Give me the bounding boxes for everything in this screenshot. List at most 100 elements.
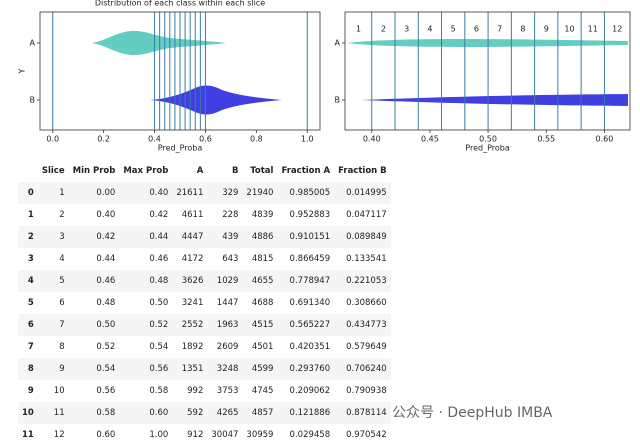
table-cell: 0.221053 [346, 276, 387, 286]
watermark: 公众号 · DeepHub IMBA [392, 405, 553, 421]
slice-label: 7 [497, 25, 502, 34]
table-row: 1 2 0.40 0.42 4611 228 4839 0.952883 0.047117 [18, 204, 391, 226]
column-header: Total [250, 166, 274, 176]
x-tick-label: 0.50 [479, 135, 497, 144]
table-cell: 0.52 [96, 342, 116, 352]
table-cell: 0.58 [96, 408, 116, 418]
table-cell: 1892 [181, 342, 204, 352]
table-cell: 21940 [246, 188, 274, 198]
table-cell: 4599 [251, 364, 274, 374]
column-header: B [231, 166, 239, 176]
table-cell: 1029 [216, 276, 239, 286]
table-cell: 4 [59, 254, 65, 264]
table-row: 10 11 0.58 0.60 592 4265 4857 0.121886 0.878114 [18, 402, 391, 424]
table-cell: 0.50 [96, 320, 116, 330]
x-tick-label: 1.0 [301, 135, 314, 144]
table-cell: 0.44 [96, 254, 116, 264]
table-cell: 0.047117 [346, 210, 387, 220]
table-cell: 4172 [181, 254, 204, 264]
column-header: Min Prob [72, 166, 116, 176]
x-tick-label: 0.60 [596, 135, 614, 144]
table-cell: 30959 [246, 430, 274, 440]
table-row: 7 8 0.52 0.54 1892 2609 4501 0.420351 0.579649 [18, 336, 391, 358]
row-index: 7 [27, 342, 34, 352]
row-index: 10 [22, 408, 34, 418]
table-cell: 228 [222, 210, 239, 220]
table-cell: 0.42 [149, 210, 169, 220]
swarm-cloud [150, 85, 282, 115]
table-cell: 0.56 [96, 386, 116, 396]
slice-label: 4 [427, 25, 432, 34]
table-row: 0 1 0.00 0.40 21611 329 21940 0.985005 0.014995 [18, 182, 391, 204]
table-cell: 0.133541 [346, 254, 387, 264]
table-cell: 0.121886 [289, 408, 331, 418]
table-cell: 0.46 [149, 254, 169, 264]
table-cell: 0.54 [96, 364, 116, 374]
slice-label: 6 [474, 25, 479, 34]
table-cell: 0.48 [149, 276, 169, 286]
plot-frame [344, 11, 631, 131]
row-index: 3 [27, 254, 34, 264]
table-cell: 30047 [211, 430, 239, 440]
column-header: Max Prob [123, 166, 169, 176]
y-tick-label: A [335, 39, 341, 48]
table-cell: 0.029458 [289, 430, 331, 440]
table-cell: 0.910151 [289, 232, 331, 242]
y-tick-label: A [30, 39, 36, 48]
slice-label: 5 [451, 25, 456, 34]
table-cell: 3241 [181, 298, 204, 308]
slice-label: 2 [381, 25, 386, 34]
table-cell: 1 [59, 188, 65, 198]
x-tick-label: 0.6 [199, 135, 212, 144]
table-cell: 0.878114 [346, 408, 387, 418]
y-tick-label: B [335, 96, 341, 105]
table-cell: 0.52 [149, 320, 169, 330]
table-cell: 0.691340 [289, 298, 331, 308]
charts: Distribution of each class within each s… [18, 0, 631, 153]
swarm-cloud [92, 30, 226, 56]
table-cell: 4688 [251, 298, 274, 308]
table-cell: 0.40 [96, 210, 116, 220]
table-cell: 10 [53, 386, 65, 396]
index-header [18, 160, 38, 182]
table-cell: 4815 [251, 254, 274, 264]
table-cell: 4447 [181, 232, 204, 242]
table-cell: 0.778947 [289, 276, 331, 286]
table-cell: 1.00 [149, 430, 169, 440]
table-cell: 2 [59, 210, 65, 220]
table-cell: 0.706240 [346, 364, 387, 374]
table-cell: 4265 [216, 408, 239, 418]
row-index: 6 [27, 320, 34, 330]
table-cell: 4501 [251, 342, 274, 352]
table-cell: 0.089849 [346, 232, 387, 242]
table-cell: 0.58 [149, 386, 169, 396]
chart-title: Distribution of each class within each s… [95, 0, 265, 8]
table-row: 9 10 0.56 0.58 992 3753 4745 0.209062 0.790938 [18, 380, 391, 402]
swarm-cloud [347, 39, 628, 47]
table-cell: 0.50 [149, 298, 169, 308]
column-header: Slice [41, 166, 65, 176]
table-cell: 0.985005 [289, 188, 331, 198]
table-cell: 439 [222, 232, 239, 242]
table-cell: 0.790938 [346, 386, 387, 396]
table-cell: 0.952883 [289, 210, 331, 220]
table-cell: 0.014995 [346, 188, 387, 198]
table-cell: 6 [59, 298, 65, 308]
x-tick-label: 0.2 [97, 135, 110, 144]
slice-label: 12 [612, 25, 622, 34]
table-cell: 0.60 [149, 408, 169, 418]
row-index: 8 [27, 364, 34, 374]
table-cell: 643 [222, 254, 239, 264]
table-cell: 4745 [251, 386, 274, 396]
table-cell: 0.866459 [289, 254, 331, 264]
table-cell: 4857 [251, 408, 274, 418]
y-axis-label: Y [18, 68, 27, 74]
table-cell: 2552 [181, 320, 204, 330]
table-cell: 3753 [216, 386, 239, 396]
table-cell: 5 [59, 276, 65, 286]
x-tick-label: 0.40 [363, 135, 381, 144]
table-cell: 592 [187, 408, 204, 418]
row-index: 4 [27, 276, 34, 286]
table-row: 2 3 0.42 0.44 4447 439 4886 0.910151 0.089849 [18, 226, 391, 248]
table-cell: 1963 [216, 320, 239, 330]
